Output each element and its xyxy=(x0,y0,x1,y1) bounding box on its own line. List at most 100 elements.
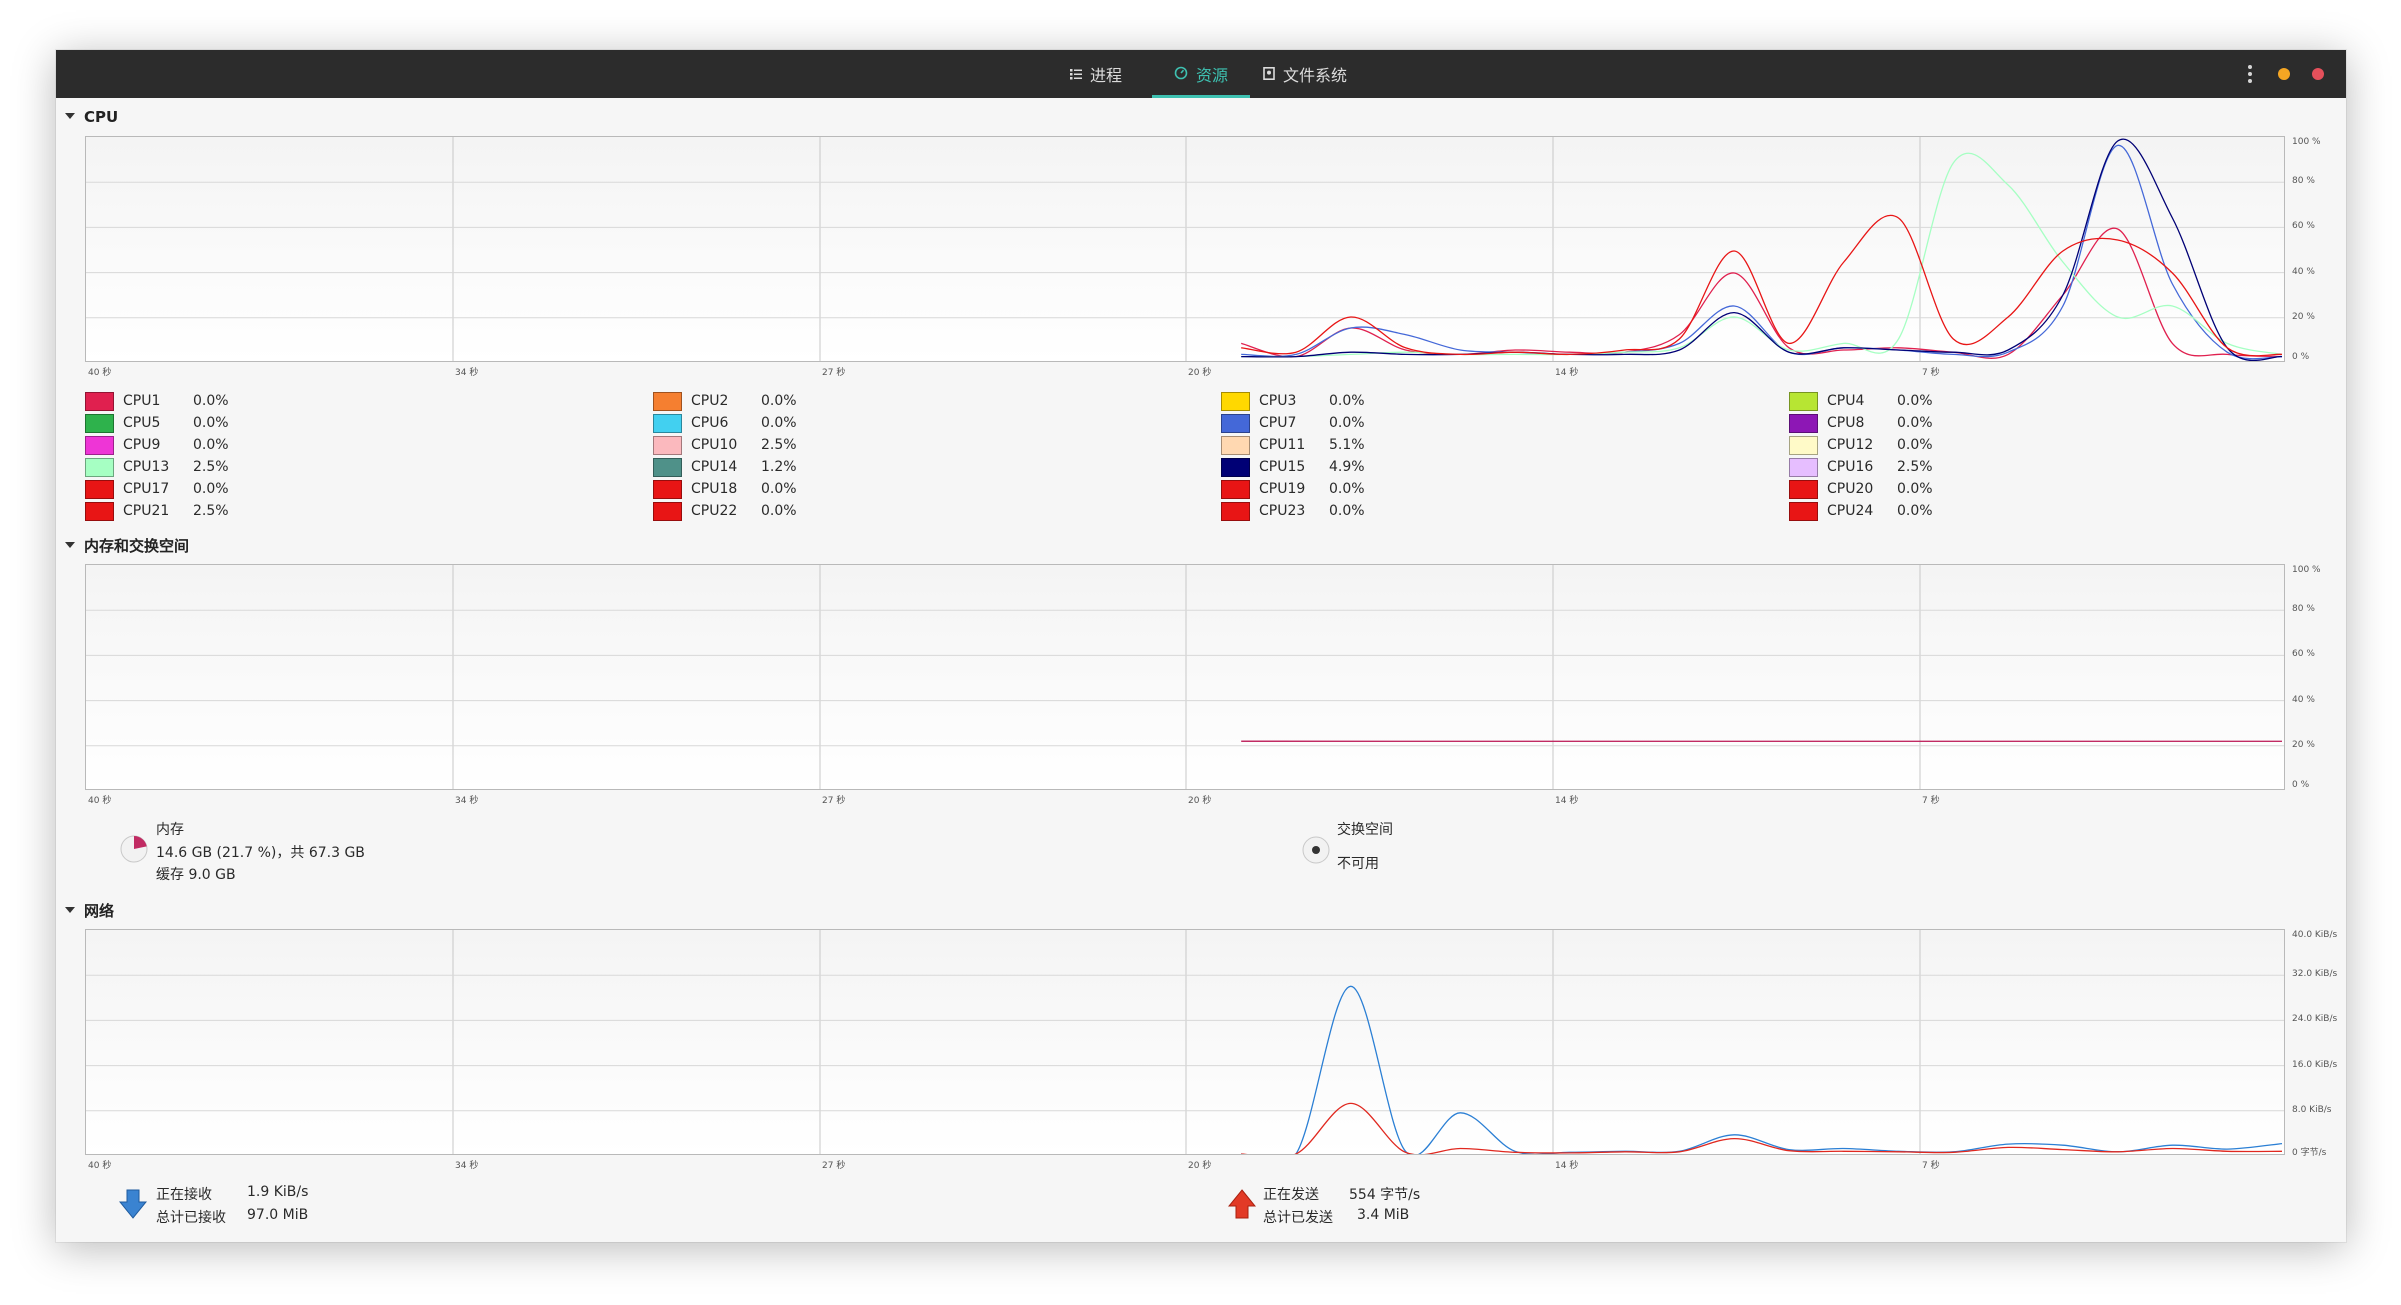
tab-resources[interactable]: 资源 xyxy=(1151,50,1251,98)
tab-file-systems[interactable]: 文件系统 xyxy=(1263,50,1347,98)
color-swatch[interactable] xyxy=(653,436,682,455)
color-swatch[interactable] xyxy=(1789,392,1818,411)
color-swatch[interactable] xyxy=(85,480,114,499)
cpu-legend-item[interactable]: CPU2 0.0% xyxy=(653,392,833,412)
x-tick-label: 27 秒 xyxy=(822,368,846,378)
color-swatch[interactable] xyxy=(653,480,682,499)
color-swatch[interactable] xyxy=(85,458,114,477)
system-monitor-window: 进程 资源 文件系统 CPU 40 秒 34 秒 27 秒 20 秒 14 秒 7 秒 1… xyxy=(56,50,2346,1242)
cpu-legend-item[interactable]: CPU3 0.0% xyxy=(1221,392,1401,412)
network-section-toggle[interactable]: 网络 xyxy=(65,900,114,921)
color-swatch[interactable] xyxy=(1221,458,1250,477)
color-swatch[interactable] xyxy=(1789,458,1818,477)
color-swatch[interactable] xyxy=(653,502,682,521)
cpu-legend-item[interactable]: CPU17 0.0% xyxy=(85,480,265,500)
x-tick-label: 14 秒 xyxy=(1555,368,1579,378)
cpu-legend-value: 0.0% xyxy=(1329,481,1365,497)
color-swatch[interactable] xyxy=(85,436,114,455)
cpu-legend-item[interactable]: CPU21 2.5% xyxy=(85,502,265,522)
cpu-legend-item[interactable]: CPU24 0.0% xyxy=(1789,502,1969,522)
tab-processes[interactable]: 进程 xyxy=(1070,50,1122,98)
memory-section-toggle[interactable]: 内存和交换空间 xyxy=(65,535,189,556)
cpu-legend-item[interactable]: CPU4 0.0% xyxy=(1789,392,1969,412)
cpu-legend-item[interactable]: CPU20 0.0% xyxy=(1789,480,1969,500)
close-button[interactable] xyxy=(2312,68,2324,80)
cpu-legend-value: 2.5% xyxy=(193,459,229,475)
cpu-legend-item[interactable]: CPU9 0.0% xyxy=(85,436,265,456)
cpu-legend-item[interactable]: CPU10 2.5% xyxy=(653,436,833,456)
cpu-legend-item[interactable]: CPU6 0.0% xyxy=(653,414,833,434)
cpu-legend-value: 0.0% xyxy=(1897,481,1933,497)
cpu-legend-value: 5.1% xyxy=(1329,437,1365,453)
color-swatch[interactable] xyxy=(653,458,682,477)
expander-triangle-icon xyxy=(65,112,75,119)
minimize-button[interactable] xyxy=(2278,68,2290,80)
cpu-legend-name: CPU23 xyxy=(1259,503,1306,519)
cpu-legend-name: CPU12 xyxy=(1827,437,1874,453)
x-tick-label: 34 秒 xyxy=(455,368,479,378)
swap-label: 交换空间 xyxy=(1337,822,1393,838)
color-swatch[interactable] xyxy=(1221,480,1250,499)
cpu-legend-value: 0.0% xyxy=(193,437,229,453)
cpu-legend-item[interactable]: CPU18 0.0% xyxy=(653,480,833,500)
cpu-legend-item[interactable]: CPU8 0.0% xyxy=(1789,414,1969,434)
color-swatch[interactable] xyxy=(1789,414,1818,433)
total-received-label: 总计已接收 xyxy=(156,1210,226,1226)
x-tick-label: 14 秒 xyxy=(1555,796,1579,806)
color-swatch[interactable] xyxy=(1221,436,1250,455)
color-swatch[interactable] xyxy=(1789,480,1818,499)
color-swatch[interactable] xyxy=(85,414,114,433)
x-tick-label: 7 秒 xyxy=(1922,368,1940,378)
cpu-legend-item[interactable]: CPU23 0.0% xyxy=(1221,502,1401,522)
color-swatch[interactable] xyxy=(1789,436,1818,455)
y-tick-label: 0 字节/s xyxy=(2292,1148,2327,1158)
color-swatch[interactable] xyxy=(653,414,682,433)
cpu-legend-item[interactable]: CPU12 0.0% xyxy=(1789,436,1969,456)
cpu-legend-item[interactable]: CPU14 1.2% xyxy=(653,458,833,478)
cpu-legend-item[interactable]: CPU16 2.5% xyxy=(1789,458,1969,478)
color-swatch[interactable] xyxy=(85,502,114,521)
series-line-cpu7 xyxy=(1241,144,2283,360)
total-sent-label: 总计已发送 xyxy=(1263,1210,1333,1226)
x-tick-label: 7 秒 xyxy=(1922,796,1940,806)
cpu-legend-name: CPU14 xyxy=(691,459,738,475)
y-tick-label: 60 % xyxy=(2292,221,2315,232)
y-tick-label: 0 % xyxy=(2292,352,2310,362)
sending-value: 554 字节/s xyxy=(1349,1187,1421,1203)
cpu-legend-item[interactable]: CPU13 2.5% xyxy=(85,458,265,478)
cpu-legend-name: CPU1 xyxy=(123,393,161,409)
kebab-menu-icon[interactable] xyxy=(2245,63,2255,85)
cpu-legend-value: 2.5% xyxy=(761,437,797,453)
y-tick-label: 60 % xyxy=(2292,649,2315,660)
sending-label: 正在发送 xyxy=(1263,1187,1319,1203)
cpu-legend-value: 0.0% xyxy=(761,415,797,431)
x-tick-label: 40 秒 xyxy=(88,796,112,806)
cpu-legend-value: 0.0% xyxy=(761,393,797,409)
memory-section-title: 内存和交换空间 xyxy=(84,537,190,555)
series-line-正在发送 xyxy=(1241,1102,2283,1154)
cpu-legend-item[interactable]: CPU11 5.1% xyxy=(1221,436,1401,456)
cpu-section-toggle[interactable]: CPU xyxy=(65,108,118,126)
x-tick-label: 20 秒 xyxy=(1188,796,1212,806)
y-tick-label: 100 % xyxy=(2292,565,2321,575)
memory-pie-icon xyxy=(120,835,148,863)
cpu-legend-value: 0.0% xyxy=(1329,393,1365,409)
cpu-legend-item[interactable]: CPU7 0.0% xyxy=(1221,414,1401,434)
cpu-legend-value: 0.0% xyxy=(761,503,797,519)
color-swatch[interactable] xyxy=(1221,392,1250,411)
cpu-legend-item[interactable]: CPU1 0.0% xyxy=(85,392,265,412)
cpu-legend-name: CPU10 xyxy=(691,437,738,453)
color-swatch[interactable] xyxy=(1789,502,1818,521)
color-swatch[interactable] xyxy=(85,392,114,411)
cpu-legend-name: CPU3 xyxy=(1259,393,1297,409)
cpu-legend-item[interactable]: CPU19 0.0% xyxy=(1221,480,1401,500)
cpu-legend-item[interactable]: CPU22 0.0% xyxy=(653,502,833,522)
cpu-legend-item[interactable]: CPU5 0.0% xyxy=(85,414,265,434)
cpu-legend-item[interactable]: CPU15 4.9% xyxy=(1221,458,1401,478)
color-swatch[interactable] xyxy=(1221,414,1250,433)
color-swatch[interactable] xyxy=(1221,502,1250,521)
color-swatch[interactable] xyxy=(653,392,682,411)
cpu-legend-value: 4.9% xyxy=(1329,459,1365,475)
cpu-legend-value: 0.0% xyxy=(1897,393,1933,409)
series-line-cpu21 xyxy=(1241,214,2283,357)
